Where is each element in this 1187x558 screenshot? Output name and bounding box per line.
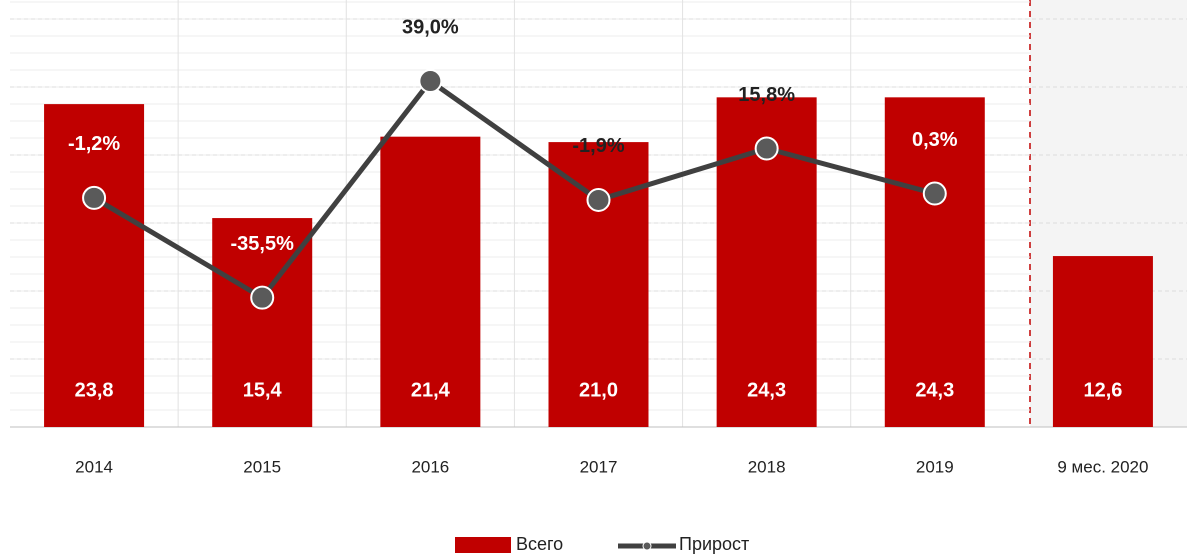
bar-value-label: 24,3 (915, 379, 954, 401)
bar-value-label: 21,0 (579, 379, 618, 401)
x-tick-label: 2017 (580, 457, 618, 476)
line-value-label: -1,2% (68, 133, 120, 155)
legend: Всего Прирост (455, 534, 749, 554)
x-tick-label: 2018 (748, 457, 786, 476)
line-marker (922, 181, 947, 206)
bar-value-label: 21,4 (411, 379, 451, 401)
bar-value-label: 15,4 (243, 379, 283, 401)
bar (884, 97, 985, 427)
bar (1052, 256, 1153, 427)
line-marker (754, 136, 779, 161)
x-tick-label: 2015 (243, 457, 281, 476)
line (92, 77, 936, 301)
legend-label: Всего (516, 534, 563, 554)
line-value-label: -1,9% (572, 135, 624, 157)
line-value-label: 39,0% (402, 16, 459, 38)
line-value-label: 15,8% (738, 84, 795, 106)
x-tick-label: 9 мес. 2020 (1057, 457, 1148, 476)
bar (380, 136, 481, 427)
x-tick-label: 2016 (411, 457, 449, 476)
bar-value-label: 24,3 (747, 379, 786, 401)
x-tick-label: 2014 (75, 457, 113, 476)
line-value-label: -35,5% (231, 233, 295, 255)
line-marker (586, 187, 611, 212)
legend-label: Прирост (679, 534, 749, 554)
legend-swatch (455, 537, 511, 553)
line-marker (250, 285, 275, 310)
line-value-label: 0,3% (912, 129, 958, 151)
bar-value-label: 12,6 (1083, 379, 1122, 401)
line-marker (418, 69, 443, 94)
bar-value-label: 23,8 (75, 379, 114, 401)
x-tick-label: 2019 (916, 457, 954, 476)
line-marker (82, 185, 107, 210)
bar (44, 104, 145, 427)
legend-swatch (642, 541, 652, 551)
